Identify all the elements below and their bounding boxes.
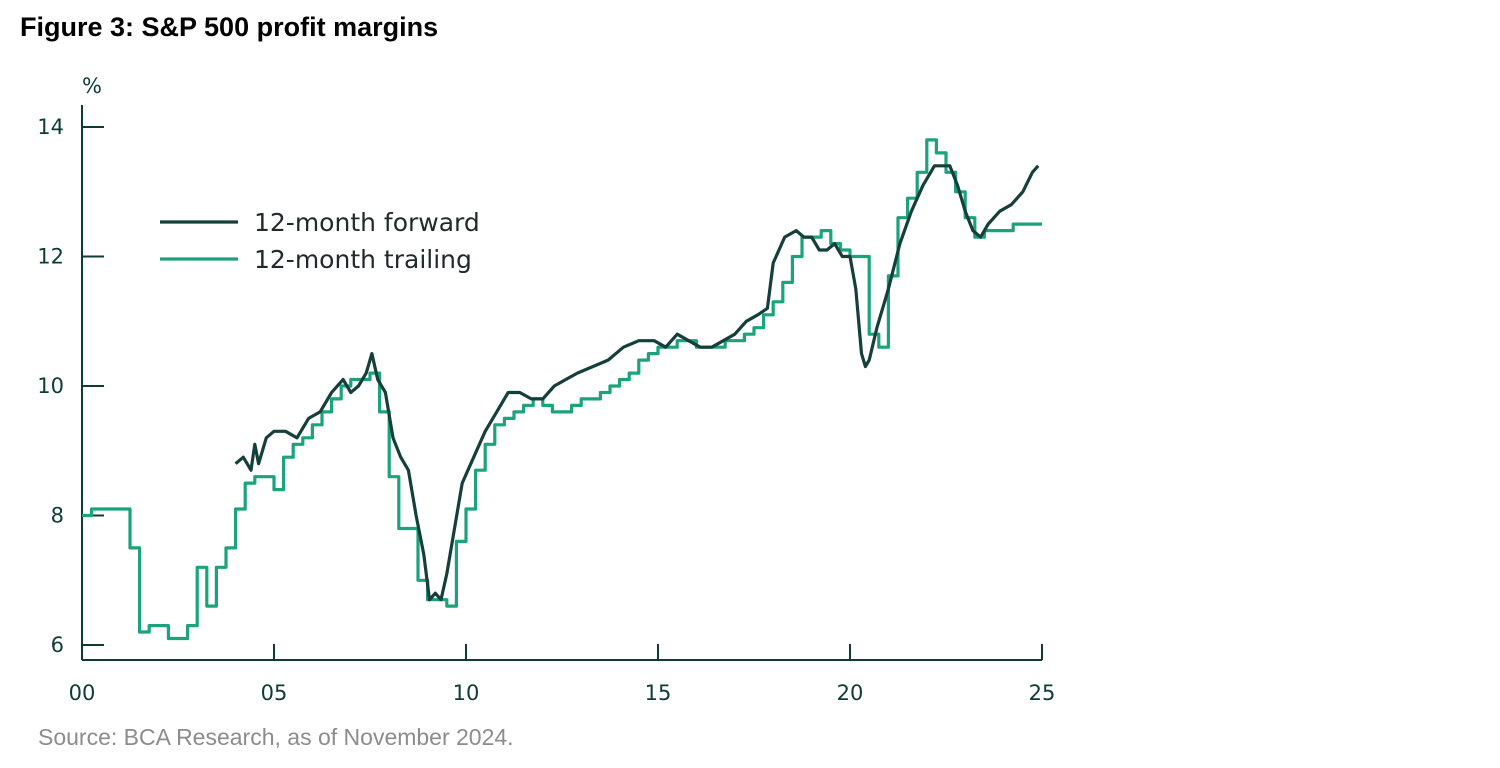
figure-title: Figure 3: S&P 500 profit margins xyxy=(20,12,439,42)
y-axis-unit-label: % xyxy=(82,74,102,98)
y-tick-label: 14 xyxy=(37,115,64,139)
x-tick-label: 25 xyxy=(1029,681,1056,705)
x-tick-label: 15 xyxy=(645,681,672,705)
series-line-12-month-forward xyxy=(234,164,1040,602)
x-tick-label: 10 xyxy=(453,681,480,705)
y-tick-label: 10 xyxy=(37,374,64,398)
y-tick-label: 8 xyxy=(51,504,64,528)
source-note: Source: BCA Research, as of November 202… xyxy=(38,724,514,750)
y-tick-label: 12 xyxy=(37,245,64,269)
x-tick-label: 05 xyxy=(261,681,288,705)
y-axis-ticks: 6 8 10 12 14 xyxy=(37,115,104,657)
x-tick-label: 00 xyxy=(69,681,96,705)
series-layer xyxy=(82,138,1042,641)
legend-label: 12-month trailing xyxy=(254,245,472,274)
series-line-12-month-trailing xyxy=(82,138,1042,641)
x-axis-ticks: 00 05 10 15 20 25 xyxy=(69,644,1056,705)
chart-legend: 12-month forward 12-month trailing xyxy=(160,208,480,274)
y-tick-label: 6 xyxy=(51,633,64,657)
legend-label: 12-month forward xyxy=(254,208,480,237)
x-tick-label: 20 xyxy=(837,681,864,705)
